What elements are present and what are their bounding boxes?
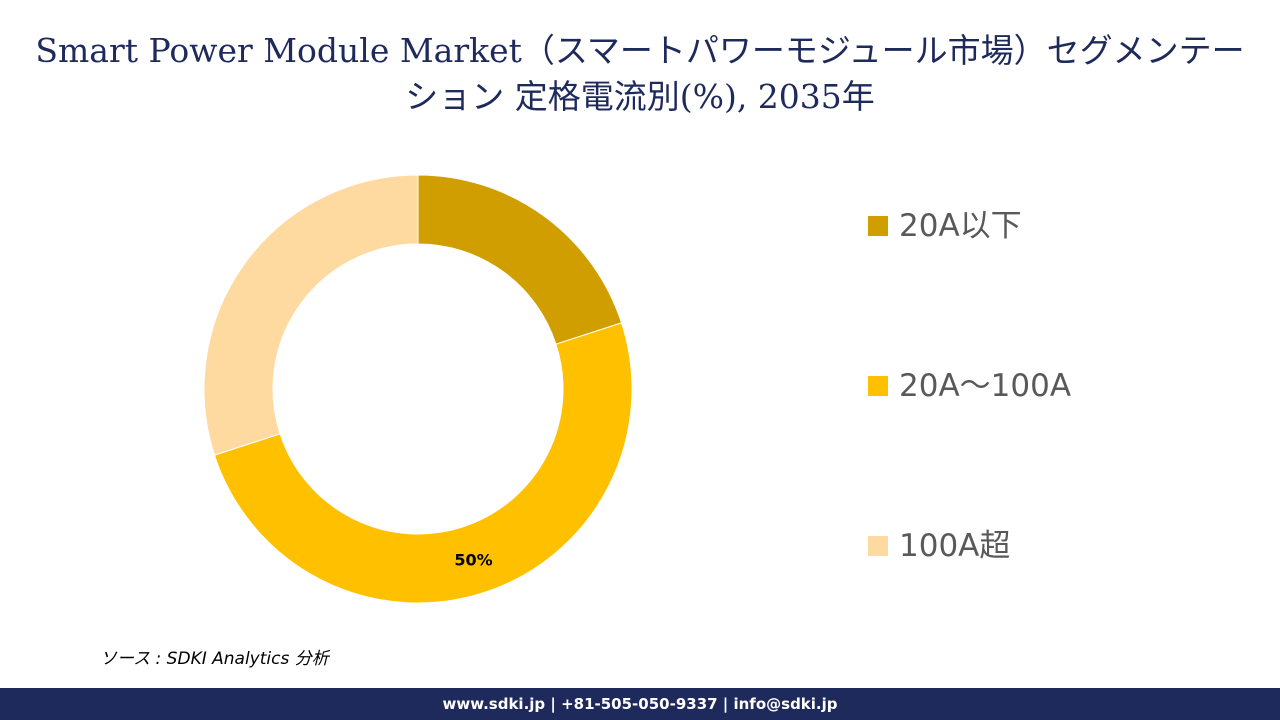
footer-contact-bar: www.sdki.jp | +81-505-050-9337 | info@sd…: [0, 688, 1280, 720]
data-label-1: 50%: [454, 551, 492, 570]
legend-swatch: [868, 536, 888, 556]
legend-item-2: 100A超: [868, 525, 1228, 565]
legend-label: 100A超: [899, 528, 1011, 564]
legend-swatch: [868, 376, 888, 396]
legend-label: 20A以下: [899, 208, 1022, 244]
donut-slice-2: [203, 174, 419, 456]
donut-slice-0: [417, 174, 623, 345]
legend-label: 20A〜100A: [899, 368, 1072, 404]
legend-swatch: [868, 216, 888, 236]
legend-item-1: 20A〜100A: [868, 365, 1228, 405]
legend-item-0: 20A以下: [868, 205, 1228, 245]
donut-slice-1: [213, 322, 633, 604]
source-note: ソース : SDKI Analytics 分析: [100, 649, 329, 669]
chart-title: Smart Power Module Market（スマートパワーモジュール市場…: [35, 31, 1245, 116]
